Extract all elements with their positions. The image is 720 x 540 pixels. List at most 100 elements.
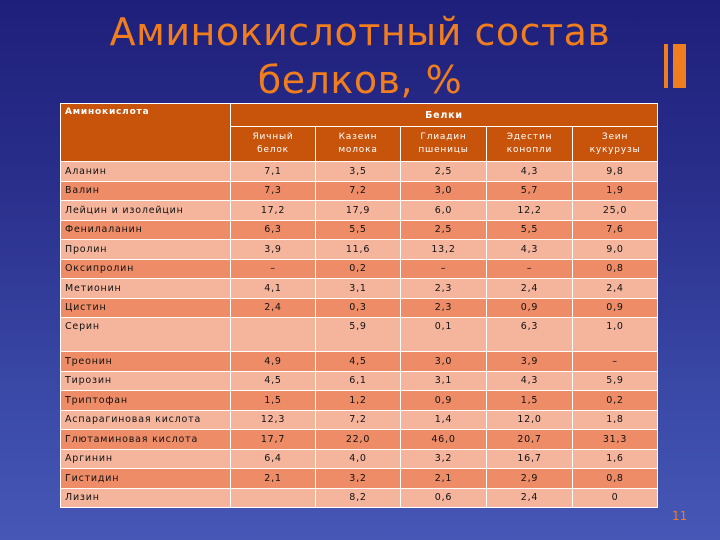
title-line-2: белков, % <box>257 58 463 102</box>
table-cell: 31,3 <box>571 429 659 450</box>
table-cell: 1,9 <box>571 180 659 201</box>
column-header-line-1: Глиадин <box>420 132 467 142</box>
table-cell: 20,7 <box>486 429 573 450</box>
table-cell: 0,1 <box>400 317 487 352</box>
amino-acid-name: Серин <box>60 317 231 352</box>
table-row: Пролин 3,9 11,6 13,2 4,3 9,0 <box>60 239 659 260</box>
table-row: Цистин 2,4 0,3 2,3 0,9 0,9 <box>60 297 659 318</box>
table-cell: 3,0 <box>400 180 487 201</box>
table-cell: 2,4 <box>571 278 659 299</box>
table-cell: – <box>486 258 573 279</box>
table-cell: 4,5 <box>315 351 401 372</box>
table-cell: 3,0 <box>400 351 487 372</box>
table-cell: 1,8 <box>571 409 659 430</box>
amino-acid-name: Цистин <box>60 297 231 318</box>
column-header-line-1: Эдестин <box>506 132 553 142</box>
table-cell: 12,3 <box>230 409 316 430</box>
table-cell: 5,9 <box>315 317 401 352</box>
table-cell: 17,2 <box>230 200 316 221</box>
table-row: Серин 5,9 0,1 6,3 1,0 <box>60 317 659 352</box>
table-cell: 0,9 <box>400 390 487 411</box>
table-cell: 6,4 <box>230 448 316 469</box>
table-cell: 0,8 <box>571 468 659 489</box>
table-cell: 2,5 <box>400 219 487 240</box>
table-row: Тирозин 4,5 6,1 3,1 4,3 5,9 <box>60 370 659 391</box>
table-cell: 2,4 <box>486 278 573 299</box>
table-cell: 6,1 <box>315 370 401 391</box>
table-row: Глютаминовая кислота 17,7 22,0 46,0 20,7 31,3 <box>60 429 659 450</box>
protein-column-header: Яичный белок <box>230 126 316 162</box>
page-number: 11 <box>672 509 688 523</box>
decorative-bar-thick <box>673 44 686 88</box>
amino-acid-name: Тирозин <box>60 370 231 391</box>
table-row: Триптофан 1,5 1,2 0,9 1,5 0,2 <box>60 390 659 411</box>
table-cell: – <box>571 351 659 372</box>
table-cell: 6,3 <box>486 317 573 352</box>
amino-acid-name: Лейцин и изолейцин <box>60 200 231 221</box>
table-row: Лейцин и изолейцин 17,2 17,9 6,0 12,2 25,0 <box>60 200 659 221</box>
table-cell: 3,2 <box>400 448 487 469</box>
table-cell: 3,1 <box>315 278 401 299</box>
table-cell: 12,2 <box>486 200 573 221</box>
column-header-line-1: Яичный <box>252 132 294 142</box>
table-cell: 22,0 <box>315 429 401 450</box>
column-header-line-1: Казеин <box>338 132 378 142</box>
table-cell: 4,3 <box>486 161 573 182</box>
table-cell: 12,0 <box>486 409 573 430</box>
table-cell: 4,3 <box>486 370 573 391</box>
table-row: Гистидин 2,1 3,2 2,1 2,9 0,8 <box>60 468 659 489</box>
table-cell: – <box>400 258 487 279</box>
table-cell: 17,7 <box>230 429 316 450</box>
table-cell: 2,4 <box>230 297 316 318</box>
table-cell: 5,7 <box>486 180 573 201</box>
table-cell: 8,2 <box>315 487 401 508</box>
table-cell: 1,5 <box>230 390 316 411</box>
protein-column-header: Глиадин пшеницы <box>400 126 487 162</box>
protein-column-header: Зеин кукурузы <box>571 126 659 162</box>
table-cell: 1,5 <box>486 390 573 411</box>
table-cell: 2,1 <box>400 468 487 489</box>
table-cell: 4,1 <box>230 278 316 299</box>
table-cell: 3,9 <box>230 239 316 260</box>
table-row: Треонин 4,9 4,5 3,0 3,9– <box>60 351 659 372</box>
table-cell: 4,5 <box>230 370 316 391</box>
table-cell: 0,8 <box>571 258 659 279</box>
table-cell: 7,2 <box>315 180 401 201</box>
table-cell: 1,6 <box>571 448 659 469</box>
amino-acid-name: Валин <box>60 180 231 201</box>
table-cell: 5,5 <box>486 219 573 240</box>
protein-column-header: Казеин молока <box>315 126 401 162</box>
table-row: Аланин 7,1 3,5 2,5 4,3 9,8 <box>60 161 659 182</box>
table-cell <box>230 487 316 508</box>
amino-acid-name: Метионин <box>60 278 231 299</box>
amino-acid-name: Аргинин <box>60 448 231 469</box>
table-cell: 2,4 <box>486 487 573 508</box>
decorative-bar-thin <box>664 44 668 88</box>
amino-acid-name: Аланин <box>60 161 231 182</box>
table-cell: 5,9 <box>571 370 659 391</box>
table-cell: 7,2 <box>315 409 401 430</box>
table-cell: 7,6 <box>571 219 659 240</box>
header-proteins: Белки <box>229 103 659 127</box>
header-amino-acid: Аминокислота <box>60 103 231 162</box>
table-row: Метионин 4,1 3,1 2,3 2,4 2,4 <box>60 278 659 299</box>
amino-acid-name: Триптофан <box>60 390 231 411</box>
table-cell: 2,3 <box>400 278 487 299</box>
table-cell: 25,0 <box>571 200 659 221</box>
amino-acid-name: Оксипролин <box>60 258 231 279</box>
table-cell: 17,9 <box>315 200 401 221</box>
table-cell: 9,8 <box>571 161 659 182</box>
table-cell: 16,7 <box>486 448 573 469</box>
table-cell: 2,5 <box>400 161 487 182</box>
page-title: Аминокислотный состав белков, % <box>60 8 660 104</box>
table-row: Аспарагиновая кислота 12,3 7,2 1,4 12,0 1,8 <box>60 409 659 430</box>
table-row: Оксипролин –0,2– –0,8 <box>60 258 659 279</box>
table-cell: 6,3 <box>230 219 316 240</box>
table-cell: 5,5 <box>315 219 401 240</box>
column-header-line-2: конопли <box>506 145 553 155</box>
amino-acid-name: Лизин <box>60 487 231 508</box>
table-cell: 3,5 <box>315 161 401 182</box>
amino-acid-name: Пролин <box>60 239 231 260</box>
table-cell: 0,9 <box>486 297 573 318</box>
table-cell <box>230 317 316 352</box>
